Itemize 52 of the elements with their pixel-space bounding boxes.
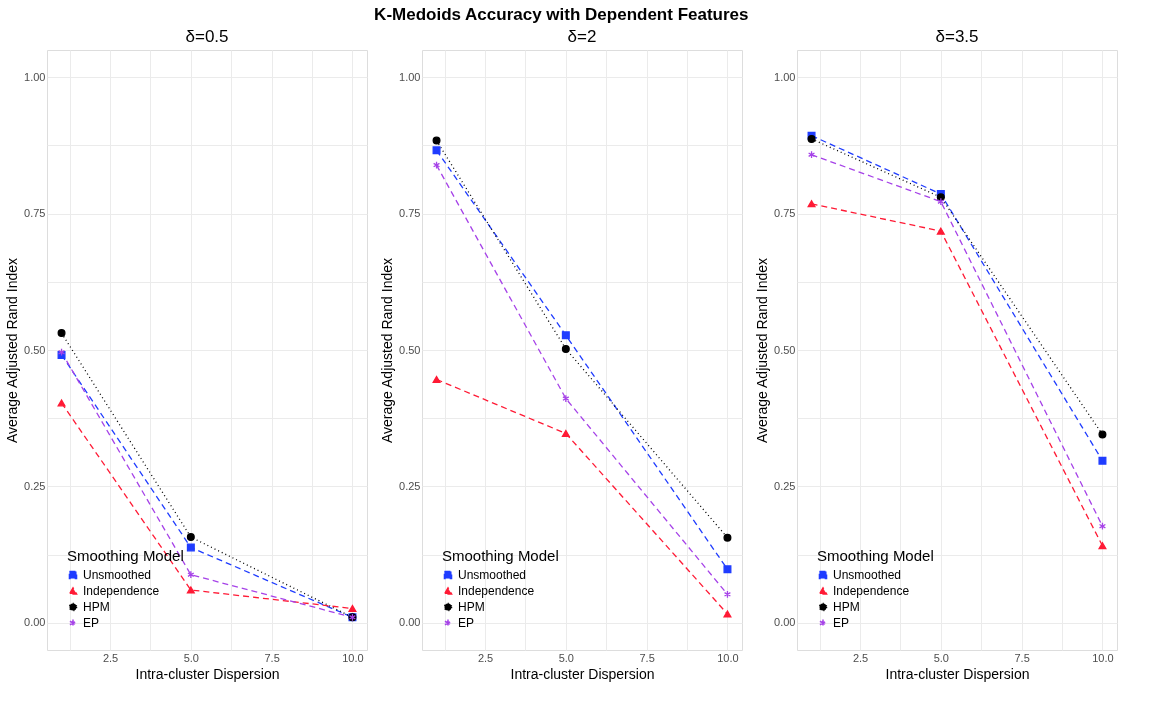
y-tick-label: 0.75 bbox=[24, 207, 46, 220]
x-tick-label: 7.5 bbox=[639, 651, 655, 664]
y-tick-label: 0.25 bbox=[399, 479, 421, 492]
y-tick-label: 0.50 bbox=[774, 343, 796, 356]
legend-label: Unsmoothed bbox=[833, 568, 902, 582]
y-tick-label: 0.75 bbox=[399, 207, 421, 220]
chart-title: δ=0.5 bbox=[185, 27, 229, 46]
y-tick-label: 0.00 bbox=[399, 616, 421, 629]
y-tick-label: 0.00 bbox=[24, 616, 46, 629]
x-tick-label: 7.5 bbox=[264, 651, 280, 664]
y-tick-label: 0.00 bbox=[774, 616, 796, 629]
x-axis-title: Intra-cluster Dispersion bbox=[510, 665, 655, 682]
x-tick-label: 2.5 bbox=[852, 651, 869, 664]
y-tick-label: 0.50 bbox=[24, 343, 46, 356]
x-tick-label: 2.5 bbox=[102, 651, 119, 664]
chart-title: δ=2 bbox=[567, 27, 597, 46]
legend-label: HPM bbox=[458, 600, 485, 614]
legend-label: Unsmoothed bbox=[458, 568, 527, 582]
legend-label: HPM bbox=[833, 600, 860, 614]
x-tick-label: 5.0 bbox=[933, 651, 949, 664]
legend-title: Smoothing Model bbox=[67, 547, 184, 564]
legend-label: HPM bbox=[83, 600, 110, 614]
chart-title: δ=3.5 bbox=[935, 27, 979, 46]
legend-label: EP bbox=[83, 616, 100, 630]
y-axis-title: Average Adjusted Rand Index bbox=[4, 258, 21, 443]
legend-title: Smoothing Model bbox=[817, 547, 934, 564]
x-tick-label: 7.5 bbox=[1014, 651, 1030, 664]
legend-label: EP bbox=[833, 616, 850, 630]
x-axis-title: Intra-cluster Dispersion bbox=[135, 665, 280, 682]
text: K-Medoids Accuracy with Dependent Features bbox=[374, 4, 749, 24]
x-tick-label: 10.0 bbox=[342, 651, 364, 664]
y-tick-label: 0.50 bbox=[399, 343, 421, 356]
y-tick-label: 1.00 bbox=[24, 70, 46, 83]
legend-label: Independence bbox=[83, 584, 160, 598]
x-tick-label: 5.0 bbox=[183, 651, 199, 664]
y-tick-label: 0.25 bbox=[24, 479, 46, 492]
y-axis-title: Average Adjusted Rand Index bbox=[379, 258, 396, 443]
legend-label: Independence bbox=[833, 584, 910, 598]
legend-label: EP bbox=[458, 616, 475, 630]
x-tick-label: 10.0 bbox=[717, 651, 739, 664]
y-tick-label: 0.75 bbox=[774, 207, 796, 220]
x-tick-label: 5.0 bbox=[558, 651, 574, 664]
legend-label: Unsmoothed bbox=[83, 568, 152, 582]
legend-label: Independence bbox=[458, 584, 535, 598]
y-tick-label: 1.00 bbox=[774, 70, 796, 83]
y-tick-label: 0.25 bbox=[774, 479, 796, 492]
y-axis-title: Average Adjusted Rand Index bbox=[754, 258, 771, 443]
x-axis-title: Intra-cluster Dispersion bbox=[885, 665, 1030, 682]
x-tick-label: 10.0 bbox=[1092, 651, 1114, 664]
y-tick-label: 1.00 bbox=[399, 70, 421, 83]
x-tick-label: 2.5 bbox=[477, 651, 494, 664]
legend-title: Smoothing Model bbox=[442, 547, 559, 564]
